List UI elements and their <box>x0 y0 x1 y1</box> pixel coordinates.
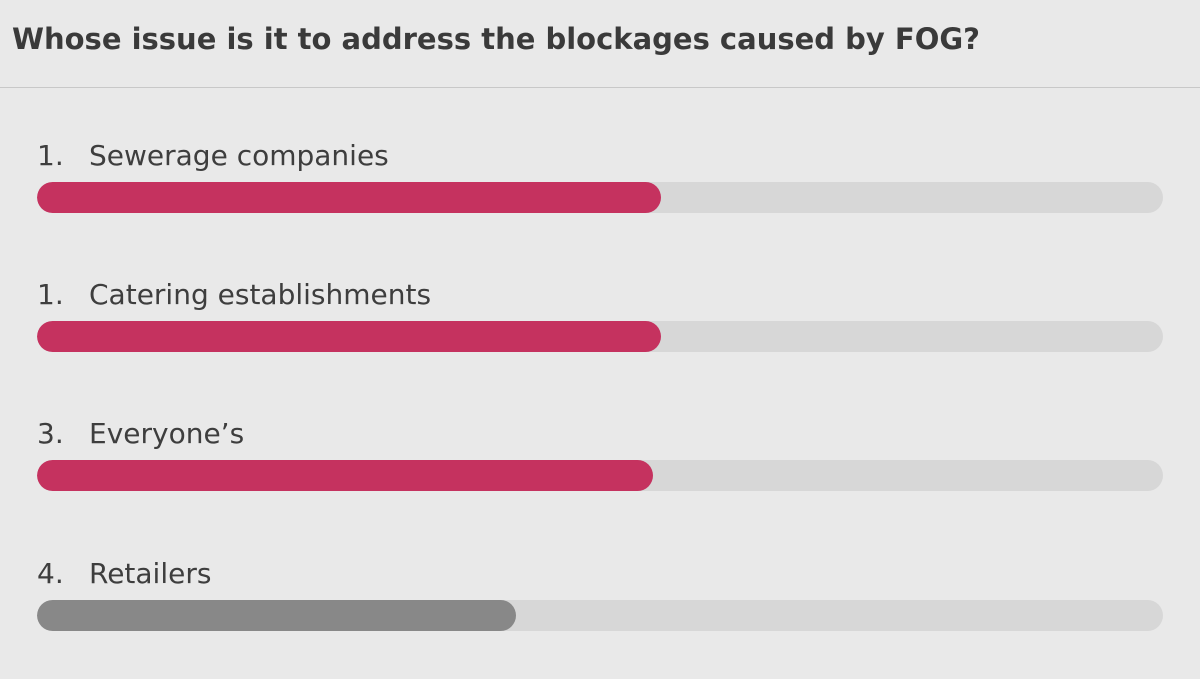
result-row: 3. Everyone’s <box>37 416 1163 506</box>
result-bar-track <box>37 460 1163 491</box>
result-option: Retailers <box>89 557 212 590</box>
result-bar-fill <box>37 182 661 213</box>
result-bar-fill <box>37 460 653 491</box>
result-row: 4. Retailers <box>37 556 1163 646</box>
result-bar-track <box>37 182 1163 213</box>
result-bar-track <box>37 321 1163 352</box>
result-rank: 4. <box>37 557 64 590</box>
result-label: 4. Retailers <box>37 556 211 592</box>
result-rank: 3. <box>37 417 64 450</box>
result-label: 1. Catering establishments <box>37 277 431 313</box>
result-bar-track <box>37 600 1163 631</box>
result-option: Catering establishments <box>89 278 432 311</box>
result-option: Everyone’s <box>89 417 245 450</box>
result-label: 3. Everyone’s <box>37 416 244 452</box>
result-rank: 1. <box>37 139 64 172</box>
question-header: Whose issue is it to address the blockag… <box>0 0 1200 88</box>
result-bar-fill <box>37 321 661 352</box>
question-title: Whose issue is it to address the blockag… <box>12 22 980 56</box>
result-option: Sewerage companies <box>89 139 389 172</box>
result-rank: 1. <box>37 278 64 311</box>
result-row: 1. Catering establishments <box>37 277 1163 367</box>
result-row: 1. Sewerage companies <box>37 138 1163 228</box>
result-bar-fill <box>37 600 516 631</box>
result-label: 1. Sewerage companies <box>37 138 389 174</box>
